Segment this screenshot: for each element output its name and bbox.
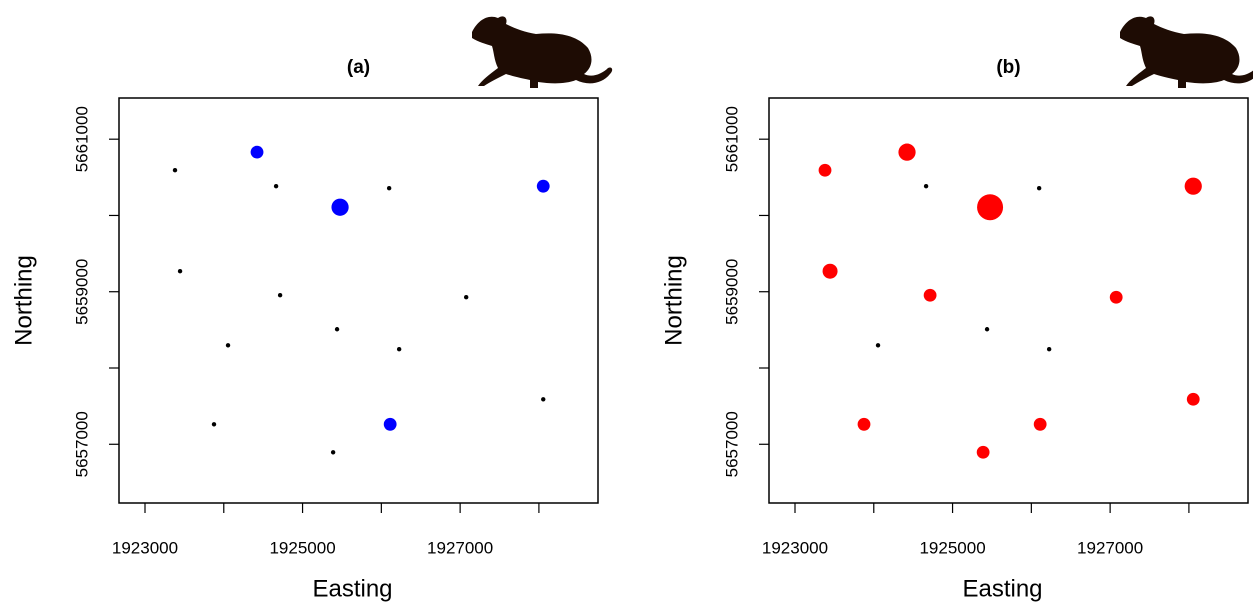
point — [541, 397, 546, 402]
point — [334, 327, 340, 332]
y-tick-label: 5659000 — [72, 259, 91, 325]
point — [386, 186, 392, 191]
point — [1186, 392, 1200, 406]
point — [172, 168, 178, 173]
point — [857, 417, 871, 431]
point — [177, 269, 183, 274]
point — [818, 163, 832, 177]
point — [822, 263, 838, 279]
x-tick-label: 1923000 — [762, 538, 828, 557]
ferret-icon — [1120, 16, 1253, 88]
point — [277, 293, 283, 298]
point — [1033, 417, 1047, 431]
point — [923, 288, 937, 302]
point — [1046, 347, 1052, 352]
x-tick-label: 1925000 — [269, 538, 335, 557]
y-tick-label: 5657000 — [722, 411, 741, 477]
panel-title: (a) — [347, 57, 370, 78]
y-tick-label: 5659000 — [722, 259, 741, 325]
ferret-icon — [472, 16, 613, 88]
point — [250, 145, 264, 159]
point — [536, 179, 550, 193]
plot-frame — [768, 97, 1249, 504]
point — [898, 143, 916, 161]
point — [1036, 186, 1042, 191]
point — [273, 183, 279, 189]
y-tick-label: 5661000 — [72, 106, 91, 172]
point — [383, 417, 397, 431]
point — [331, 198, 349, 216]
point — [396, 347, 402, 352]
point — [977, 194, 1004, 221]
y-axis-title: Northing — [660, 255, 687, 346]
x-tick-label: 1927000 — [1077, 538, 1143, 557]
panel-title: (b) — [996, 57, 1020, 78]
point — [225, 343, 231, 348]
y-tick-label: 5661000 — [722, 106, 741, 172]
x-tick-label: 1923000 — [112, 538, 178, 557]
point — [463, 295, 469, 300]
y-axis-title: Northing — [10, 255, 37, 346]
x-axis-title: Easting — [962, 575, 1042, 602]
point — [330, 450, 336, 455]
y-tick-label: 5657000 — [72, 411, 91, 477]
point — [984, 327, 990, 332]
x-axis-title: Easting — [312, 575, 392, 602]
x-tick-label: 1927000 — [427, 538, 493, 557]
plot-frame — [118, 97, 599, 504]
x-tick-label: 1925000 — [919, 538, 985, 557]
point — [875, 343, 881, 348]
point — [923, 183, 929, 189]
point — [1184, 177, 1202, 195]
point — [976, 445, 990, 459]
point — [211, 422, 217, 427]
point — [1109, 290, 1123, 304]
